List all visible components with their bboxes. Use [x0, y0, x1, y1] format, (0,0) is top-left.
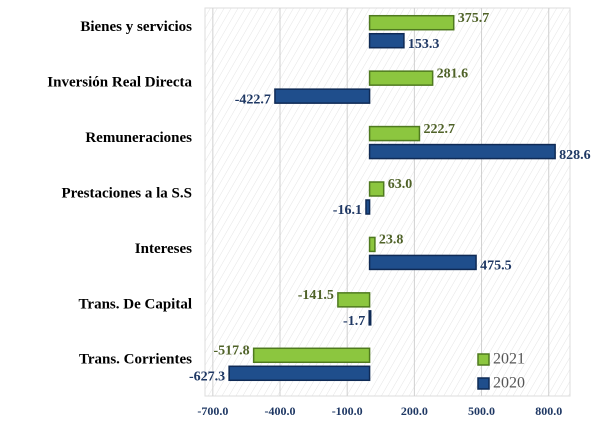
bar [368, 181, 385, 197]
bar [368, 125, 421, 142]
value-label: 475.5 [480, 259, 512, 274]
legend-label: 2021 [493, 351, 525, 368]
bar [368, 254, 477, 271]
category-label: Trans. De Capital [79, 296, 192, 312]
x-tick-label: -400.0 [265, 404, 296, 418]
value-label: 828.6 [559, 148, 591, 163]
bar [365, 199, 371, 215]
value-label: 153.3 [408, 37, 440, 52]
value-label: 281.6 [437, 66, 469, 81]
category-label: Inversión Real Directa [47, 75, 192, 91]
x-tick-label: 200.0 [401, 404, 428, 418]
value-label: -627.3 [189, 370, 225, 385]
x-tick-label: 800.0 [535, 404, 562, 418]
bar [252, 347, 371, 364]
bar [368, 310, 372, 326]
x-tick-label: -700.0 [197, 404, 228, 418]
category-label: Intereses [135, 241, 192, 257]
bar [368, 32, 405, 49]
x-tick-label: 500.0 [468, 404, 495, 418]
x-tick-label: -100.0 [332, 404, 363, 418]
value-label: -16.1 [333, 203, 362, 218]
bar [368, 70, 434, 86]
legend-swatch [477, 377, 490, 390]
value-label: 222.7 [423, 122, 455, 137]
category-label: Prestaciones a la S.S [61, 185, 192, 201]
bar [368, 143, 556, 160]
category-label: Bienes y servicios [80, 19, 192, 35]
bar [228, 365, 371, 382]
bar [337, 292, 371, 308]
category-label: Remuneraciones [85, 130, 192, 146]
legend-swatch [477, 353, 490, 366]
value-label: -141.5 [298, 288, 334, 303]
value-label: -517.8 [213, 344, 249, 359]
bar [368, 236, 376, 253]
value-label: -422.7 [235, 92, 271, 107]
value-label: 375.7 [458, 11, 490, 26]
bar [368, 14, 455, 31]
plot-area [204, 7, 571, 397]
value-label: -1.7 [343, 314, 365, 329]
bar [274, 88, 371, 104]
legend-label: 2020 [493, 375, 525, 392]
value-label: 23.8 [379, 233, 404, 248]
category-label: Trans. Corrientes [79, 352, 192, 368]
value-label: 63.0 [388, 177, 413, 192]
